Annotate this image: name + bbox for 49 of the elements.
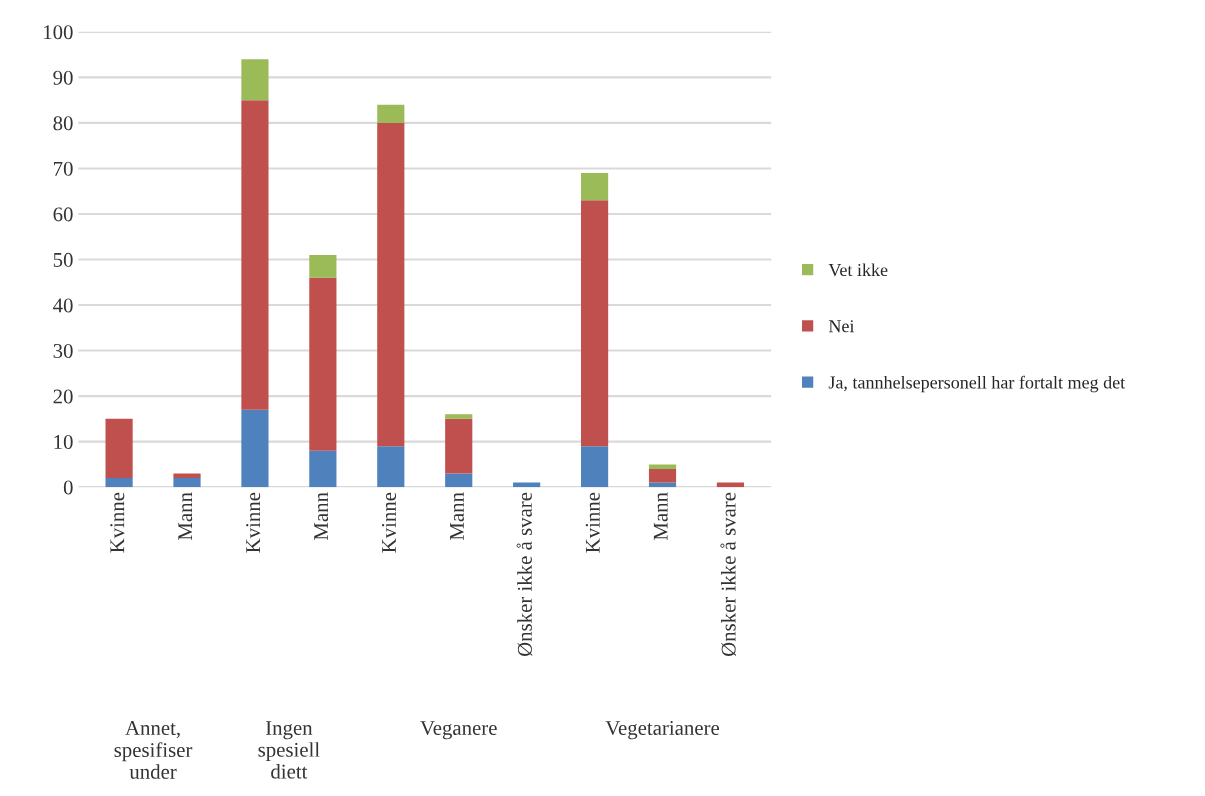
bar (377, 104, 405, 123)
x-tick-label: Mann (450, 492, 464, 541)
bar (445, 473, 473, 488)
bar (105, 478, 133, 488)
y-tick-label: 80 (53, 116, 73, 131)
legend-label: Ja, tannhelsepersonell har fortalt meg det (828, 375, 1126, 393)
legend-label: Vet ikke (828, 263, 888, 277)
x-tick-label: Kvinne (246, 492, 261, 553)
text: Annet, spesifiser under (114, 721, 193, 779)
y-tick-label: 90 (53, 70, 73, 85)
bar (173, 478, 201, 488)
bar (377, 446, 405, 488)
text: Veganere (420, 721, 497, 740)
bar (173, 473, 201, 479)
x-tick-label: Mann (653, 492, 668, 541)
x-tick-label: Kvinne (382, 492, 397, 553)
bar (648, 464, 677, 469)
x-tick-label: Mann (314, 492, 329, 541)
bar (581, 200, 609, 447)
legend-label: Nei (828, 320, 855, 333)
y-tick-label: 30 (53, 343, 73, 358)
bar (241, 409, 269, 488)
y-tick-label: 70 (54, 161, 73, 176)
bar (309, 277, 337, 451)
x-tick-label: Ønsker ikke å svare (516, 492, 533, 657)
y-tick-label: 0 (63, 480, 73, 495)
bar (445, 414, 473, 419)
bar (581, 446, 609, 488)
bar (377, 122, 405, 447)
text: Ingen spesiell diett (258, 721, 320, 779)
bar (309, 254, 337, 278)
y-tick-label: 100 (44, 25, 73, 40)
x-tick-label: Ønsker ikke å svare (720, 492, 737, 657)
y-tick-label: 10 (54, 434, 73, 450)
bar (241, 59, 269, 101)
bar (648, 468, 677, 483)
bar (241, 100, 269, 410)
y-tick-label: 20 (53, 389, 73, 404)
bar (581, 172, 609, 201)
y-tick-label: 60 (53, 207, 73, 222)
bar (309, 450, 337, 488)
y-tick-label: 50 (53, 252, 73, 267)
text: Vegetarianere (605, 720, 720, 740)
bar (105, 418, 133, 479)
y-tick-label: 40 (53, 298, 73, 313)
x-tick-label: Mann (178, 492, 193, 541)
bar (445, 418, 473, 474)
x-tick-label: Kvinne (110, 492, 125, 553)
x-tick-label: Kvinne (585, 492, 600, 553)
